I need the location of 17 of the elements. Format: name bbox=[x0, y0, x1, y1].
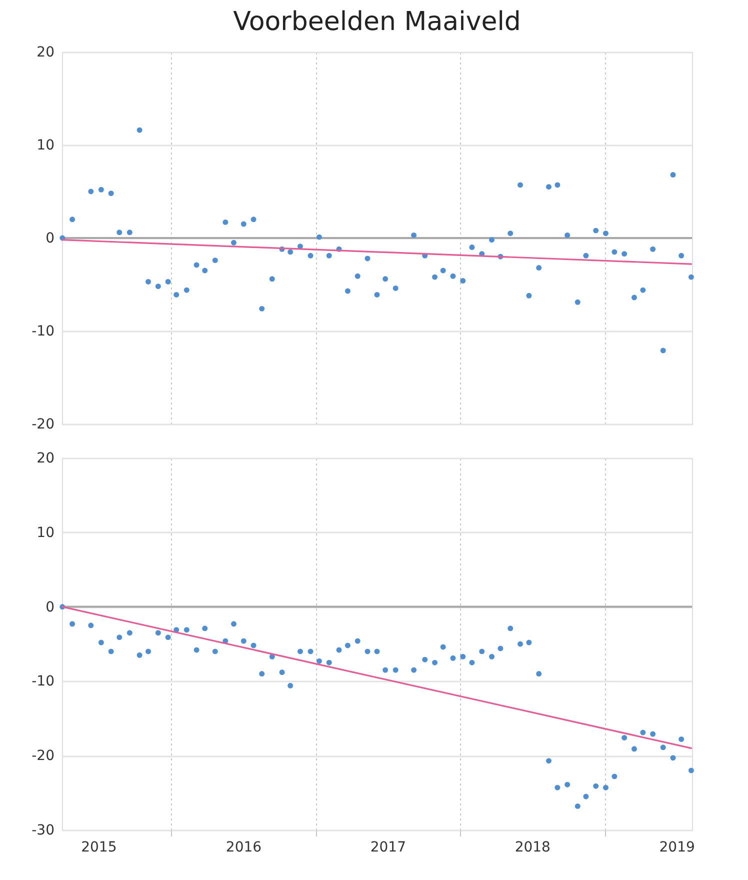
x-tick-label: 2017 bbox=[370, 840, 406, 856]
y-tick-label: 0 bbox=[46, 230, 54, 246]
chart-title: Voorbeelden Maaiveld bbox=[233, 7, 521, 37]
y-tick-label: 0 bbox=[46, 599, 54, 616]
y-tick-label: -10 bbox=[32, 674, 54, 690]
y-tick-label: -20 bbox=[32, 748, 54, 764]
x-tick-label: 2015 bbox=[81, 840, 117, 856]
y-tick-label: 20 bbox=[36, 450, 54, 466]
y-tick-label: 20 bbox=[36, 44, 54, 60]
y-tick-label: -20 bbox=[32, 416, 54, 432]
x-tick-label: 2019 bbox=[659, 840, 695, 856]
y-tick-label: -10 bbox=[32, 324, 54, 340]
x-tick-label: 2016 bbox=[226, 840, 262, 856]
y-tick-label: -30 bbox=[32, 822, 54, 838]
y-tick-label: 10 bbox=[36, 138, 54, 154]
x-tick-label: 2018 bbox=[514, 840, 550, 856]
y-tick-label: 10 bbox=[36, 524, 54, 541]
